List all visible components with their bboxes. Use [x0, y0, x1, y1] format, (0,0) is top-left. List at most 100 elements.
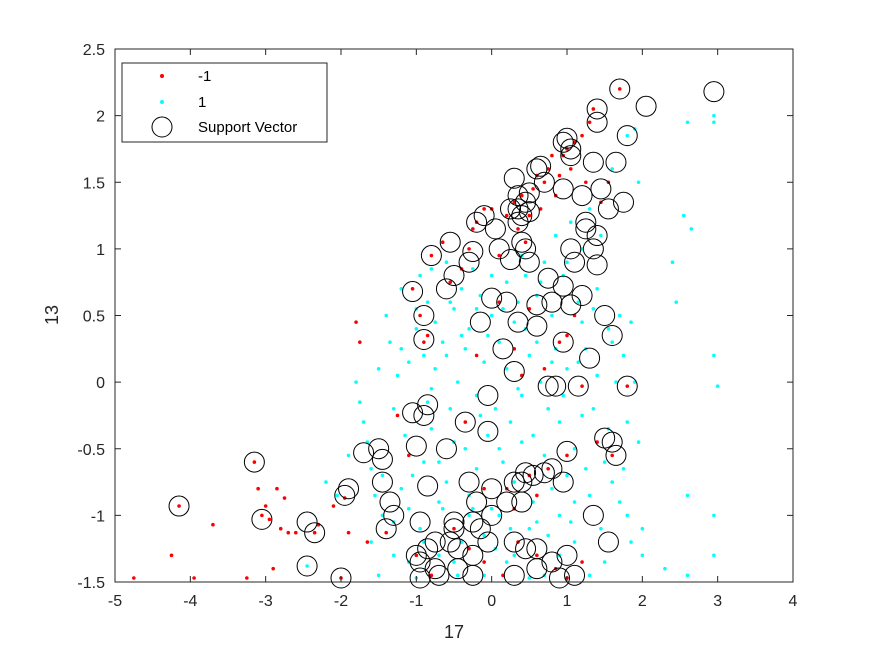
support-vector-point — [537, 267, 559, 289]
class-neg1-point — [312, 530, 317, 535]
support-vector-point — [635, 95, 657, 117]
class-pos1-point — [535, 340, 539, 344]
class-pos1-point — [407, 506, 411, 511]
class-pos1-point — [429, 426, 434, 431]
class-pos1-point — [493, 406, 498, 411]
class-pos1-point — [399, 486, 404, 491]
class-pos1-point — [580, 413, 584, 418]
class-neg1-point — [429, 573, 434, 578]
support-vector-point — [582, 504, 604, 526]
support-vector-point — [424, 558, 446, 580]
support-vector-point — [526, 538, 548, 560]
class-pos1-point — [576, 300, 581, 304]
class-pos1-point — [557, 420, 562, 424]
class-pos1-point — [429, 386, 434, 391]
support-vector-point — [496, 291, 518, 313]
class-pos1-point — [550, 486, 554, 491]
class-neg1-point — [294, 530, 298, 535]
y-tick-label: -0.5 — [77, 442, 105, 459]
support-vector-point — [334, 484, 356, 506]
x-tick-label: 0 — [487, 593, 496, 610]
class-neg1-point — [440, 240, 445, 245]
class-pos1-point — [418, 273, 422, 278]
support-vector-point — [571, 285, 593, 307]
support-vector-point — [582, 238, 604, 260]
support-vector-point — [413, 328, 435, 350]
class-neg1-point — [429, 253, 434, 258]
support-vector-point — [409, 511, 431, 533]
support-vector-point — [481, 478, 503, 500]
class-pos1-point — [407, 360, 411, 364]
class-pos1-point — [542, 260, 547, 265]
support-vector-point — [511, 491, 533, 513]
support-vector-point — [484, 218, 506, 240]
class-neg1-point — [565, 453, 569, 458]
class-neg1-point — [625, 384, 630, 388]
support-vector-point — [405, 544, 427, 566]
support-vector-point — [379, 491, 401, 513]
class-neg1-point — [617, 87, 622, 91]
class-neg1-point — [565, 333, 569, 338]
support-vector-point — [420, 245, 442, 267]
class-neg1-point — [557, 173, 562, 178]
support-vector-point — [481, 287, 503, 309]
support-vector-point — [473, 205, 495, 227]
class-neg1-point — [535, 493, 539, 498]
class-pos1-point — [474, 307, 479, 311]
support-vector-point — [503, 471, 525, 493]
class-pos1-point — [685, 493, 690, 498]
class-pos1-point — [497, 513, 502, 518]
support-vector-point — [582, 151, 604, 173]
class-neg1-point — [580, 133, 584, 138]
class-pos1-point — [418, 526, 422, 531]
support-vector-point — [552, 131, 574, 153]
class-pos1-point — [523, 273, 528, 278]
class-pos1-point — [448, 406, 453, 411]
class-pos1-point — [425, 400, 430, 404]
class-pos1-point — [636, 180, 641, 185]
class-pos1-point — [448, 300, 453, 304]
class-pos1-point — [625, 133, 630, 138]
class-pos1-point — [689, 227, 694, 231]
class-pos1-point — [463, 347, 468, 351]
class-neg1-point — [331, 504, 336, 508]
class-pos1-point — [520, 393, 524, 398]
support-vector-point — [556, 544, 578, 566]
class-pos1-point — [512, 480, 517, 484]
support-vector-point — [405, 435, 427, 457]
support-vector-point — [564, 251, 586, 273]
support-vector-point — [251, 508, 273, 530]
class-neg1-point — [527, 213, 532, 218]
class-pos1-point — [354, 380, 358, 384]
class-neg1-point — [418, 313, 422, 318]
class-pos1-point — [459, 287, 464, 291]
support-vector-point — [500, 198, 521, 220]
class-pos1-point — [685, 573, 690, 578]
class-pos1-point — [444, 480, 449, 484]
class-neg1-point — [538, 207, 543, 211]
class-neg1-point — [252, 460, 257, 464]
support-vector-point — [597, 531, 619, 553]
support-vector-point — [402, 402, 424, 424]
support-vector-point — [413, 404, 435, 426]
legend-label-pos1: 1 — [198, 94, 206, 111]
class-neg1-point — [516, 227, 520, 231]
class-neg1-point — [425, 333, 430, 338]
class-pos1-point — [508, 526, 513, 531]
class-pos1-point — [444, 260, 449, 265]
class-pos1-point — [467, 513, 471, 518]
class-pos1-point — [550, 360, 554, 364]
support-vector-point — [526, 315, 548, 337]
class-pos1-point — [455, 573, 460, 578]
support-vector-point — [560, 294, 582, 316]
support-vector-point — [511, 231, 533, 253]
support-vector-point — [330, 567, 352, 589]
class-pos1-point — [489, 273, 494, 278]
class-pos1-point — [640, 526, 645, 531]
class-pos1-point — [459, 333, 464, 338]
support-vector-point — [515, 462, 537, 484]
support-vector-point — [552, 275, 574, 297]
support-vector-point — [447, 558, 469, 580]
support-vector-point — [594, 305, 616, 326]
class-neg1-point — [192, 576, 196, 580]
